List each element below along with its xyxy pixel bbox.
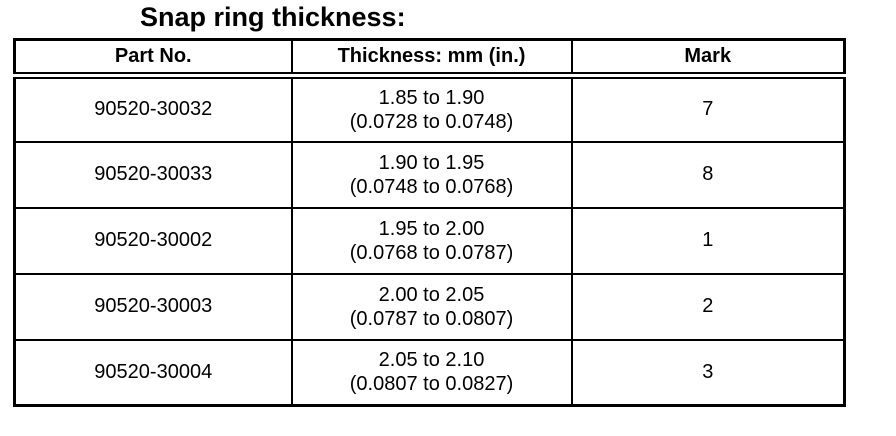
thickness-mm: 1.90 to 1.95: [378, 151, 485, 174]
thickness-in: (0.0768 to 0.0787): [349, 241, 514, 264]
thickness-cell: 2.00 to 2.05 (0.0787 to 0.0807): [290, 272, 573, 341]
mark-cell: 2: [570, 272, 846, 341]
col-header-part-no: Part No.: [13, 38, 293, 79]
thickness-cell: 1.95 to 2.00 (0.0768 to 0.0787): [290, 206, 573, 275]
col-header-mark: Mark: [570, 38, 846, 79]
part-no-cell: 90520-30002: [13, 206, 293, 275]
thickness-in: (0.0787 to 0.0807): [349, 307, 514, 330]
mark-cell: 8: [570, 140, 846, 209]
header-row: Part No. Thickness: mm (in.) Mark: [13, 38, 846, 79]
part-no-cell: 90520-30004: [13, 338, 293, 407]
thickness-mm: 1.85 to 1.90: [378, 86, 485, 109]
mark-cell: 7: [570, 74, 846, 143]
thickness-cell: 1.85 to 1.90 (0.0728 to 0.0748): [290, 74, 573, 143]
part-no-cell: 90520-30032: [13, 74, 293, 143]
table-row: 90520-30004 2.05 to 2.10 (0.0807 to 0.08…: [13, 338, 846, 407]
mark-cell: 3: [570, 338, 846, 407]
thickness-mm: 2.05 to 2.10: [378, 349, 485, 372]
page-title: Snap ring thickness:: [140, 2, 406, 32]
table-row: 90520-30002 1.95 to 2.00 (0.0768 to 0.07…: [13, 206, 846, 275]
thickness-cell: 1.90 to 1.95 (0.0748 to 0.0768): [290, 140, 573, 209]
table-row: 90520-30003 2.00 to 2.05 (0.0787 to 0.08…: [13, 272, 846, 341]
mark-cell: 1: [570, 206, 846, 275]
thickness-mm: 2.00 to 2.05: [378, 283, 485, 306]
thickness-mm: 1.95 to 2.00: [378, 217, 485, 240]
table-row: 90520-30032 1.85 to 1.90 (0.0728 to 0.07…: [13, 74, 846, 143]
thickness-in: (0.0748 to 0.0768): [349, 175, 514, 198]
thickness-cell: 2.05 to 2.10 (0.0807 to 0.0827): [290, 338, 573, 407]
part-no-cell: 90520-30003: [13, 272, 293, 341]
thickness-in: (0.0728 to 0.0748): [349, 110, 514, 133]
thickness-in: (0.0807 to 0.0827): [349, 373, 514, 396]
snap-ring-thickness-table: Part No. Thickness: mm (in.) Mark 90520-…: [13, 38, 846, 407]
col-header-thickness: Thickness: mm (in.): [290, 38, 573, 79]
table-row: 90520-30033 1.90 to 1.95 (0.0748 to 0.07…: [13, 140, 846, 209]
part-no-cell: 90520-30033: [13, 140, 293, 209]
